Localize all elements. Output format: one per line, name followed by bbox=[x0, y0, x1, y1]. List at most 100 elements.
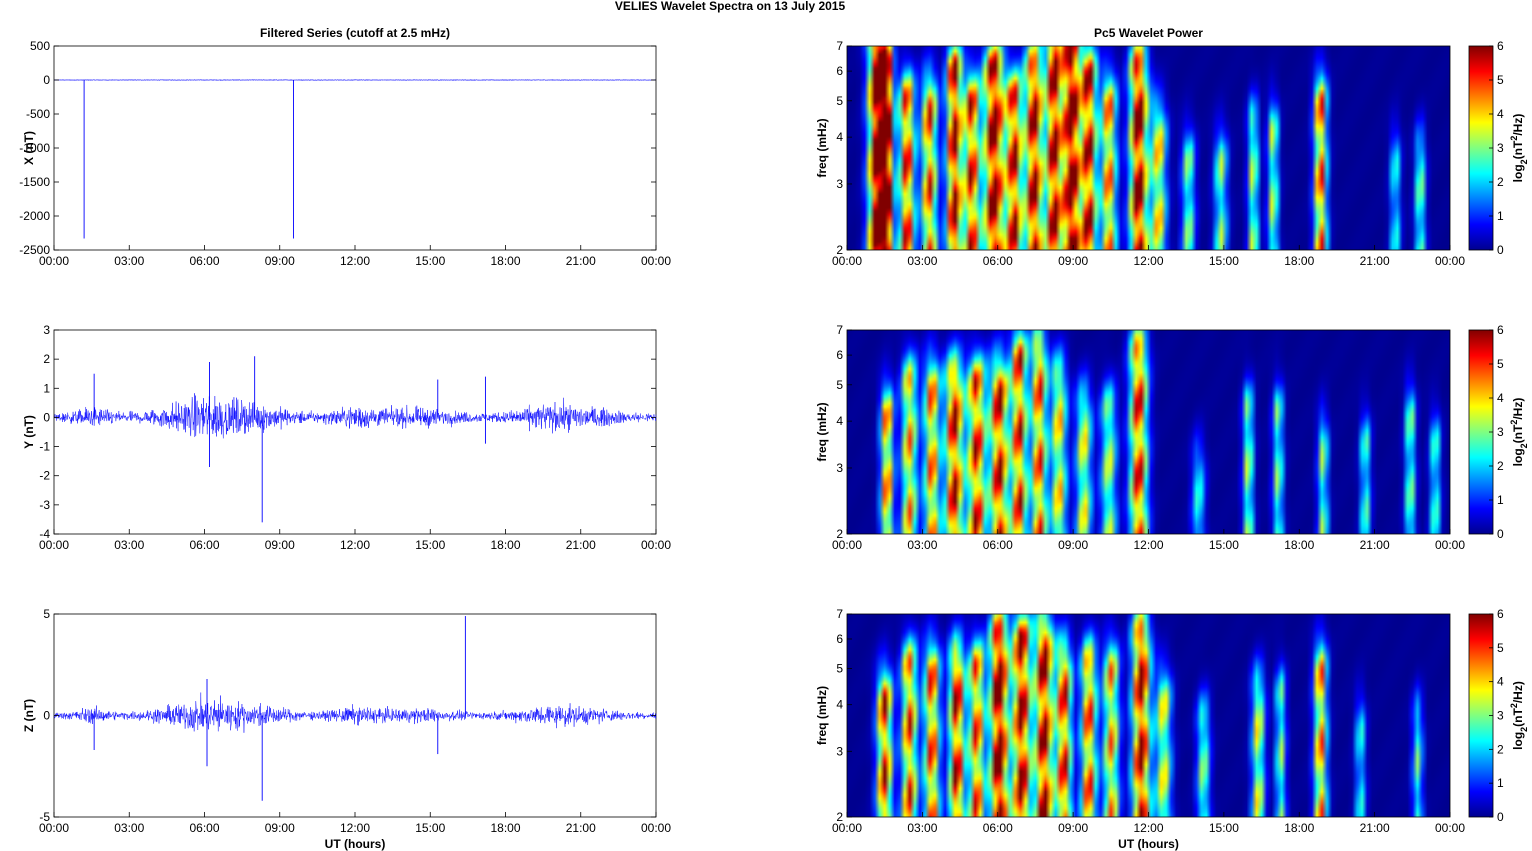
timeseries-xtick-label: 00:00 bbox=[641, 254, 671, 268]
timeseries-ytick-label: 500 bbox=[30, 39, 50, 53]
wavelet-ylabel: freq (mHz) bbox=[815, 686, 829, 745]
colorbar-tick-label: 6 bbox=[1497, 323, 1504, 337]
timeseries-trace bbox=[54, 393, 657, 439]
timeseries-xtick-label: 06:00 bbox=[189, 538, 219, 552]
colorbar-tick-label: 4 bbox=[1497, 391, 1504, 405]
wavelet-panel-1: 2 3 4 5 6 7 00:00 03:00 06:00 09:00 12:00 15:00 18:0… bbox=[815, 39, 1529, 268]
timeseries-xtick-label: 00:00 bbox=[39, 254, 69, 268]
colorbar-2: 0 1 2 3 4 5 6 log2(nT2/Hz) bbox=[1468, 323, 1529, 541]
wavelet-ytick-label: 7 bbox=[836, 607, 843, 621]
timeseries-xtick-label: 09:00 bbox=[265, 254, 295, 268]
wavelet-xtick-label: 00:00 bbox=[1435, 821, 1465, 835]
timeseries-ylabel: Z (nT) bbox=[22, 699, 36, 732]
timeseries-ytick-label: 0 bbox=[43, 73, 50, 87]
timeseries-xtick-label: 00:00 bbox=[641, 538, 671, 552]
timeseries-panel-3: 50-500:00 03:00 06:00 09:00 12:00 15:00 18:00 2… bbox=[22, 607, 671, 851]
wavelet-xtick-label: 18:00 bbox=[1284, 821, 1314, 835]
wavelet-power-title: Pc5 Wavelet Power bbox=[1094, 26, 1203, 40]
wavelet-xtick-label: 03:00 bbox=[907, 254, 937, 268]
figure-title: VELIES Wavelet Spectra on 13 July 2015 bbox=[614, 0, 846, 13]
wavelet-panel-2: 2 3 4 5 6 7 00:00 03:00 06:00 09:00 12:00 15:00 18:0… bbox=[815, 323, 1529, 552]
wavelet-xtick-label: 18:00 bbox=[1284, 254, 1314, 268]
colorbar-tick-label: 3 bbox=[1497, 425, 1504, 439]
wavelet-xtick-label: 15:00 bbox=[1209, 254, 1239, 268]
timeseries-ytick-label: 1 bbox=[43, 381, 50, 395]
colorbar-tick-label: 1 bbox=[1497, 776, 1504, 790]
timeseries-ytick-label: -500 bbox=[26, 107, 50, 121]
timeseries-axes-box bbox=[53, 45, 657, 251]
colorbar-tick-label: 6 bbox=[1497, 607, 1504, 621]
wavelet-xtick-label: 06:00 bbox=[983, 821, 1013, 835]
timeseries-ytick-label: 0 bbox=[43, 709, 50, 723]
timeseries-ytick-label: -2500 bbox=[19, 243, 50, 257]
wavelet-ytick-label: 5 bbox=[836, 94, 843, 108]
timeseries-ylabel: X (nT) bbox=[22, 131, 36, 165]
filtered-series-title: Filtered Series (cutoff at 2.5 mHz) bbox=[259, 26, 451, 40]
wavelet-ytick-label: 2 bbox=[836, 243, 843, 257]
timeseries-xtick-label: 09:00 bbox=[265, 821, 295, 835]
wavelet-ytick-label: 7 bbox=[836, 323, 843, 337]
wavelet-ytick-label: 6 bbox=[836, 64, 843, 78]
wavelet-xtick-label: 09:00 bbox=[1058, 538, 1088, 552]
timeseries-xlabel: UT (hours) bbox=[325, 837, 386, 851]
timeseries-xtick-label: 03:00 bbox=[114, 254, 144, 268]
colorbar-tick-label: 0 bbox=[1497, 527, 1504, 541]
timeseries-xtick-label: 15:00 bbox=[415, 538, 445, 552]
timeseries-xtick-label: 12:00 bbox=[340, 538, 370, 552]
wavelet-panel-3: 2 3 4 5 6 7 00:00 03:00 06:00 09:00 12:00 15:00 18:0… bbox=[815, 607, 1529, 851]
timeseries-xtick-label: 15:00 bbox=[415, 254, 445, 268]
wavelet-ytick-label: 4 bbox=[836, 130, 843, 144]
wavelet-ytick-label: 4 bbox=[836, 414, 843, 428]
timeseries-ytick-label: 5 bbox=[43, 607, 50, 621]
wavelet-xtick-label: 00:00 bbox=[832, 254, 862, 268]
timeseries-ytick-label: -3 bbox=[39, 498, 50, 512]
wavelet-ytick-label: 3 bbox=[836, 744, 843, 758]
wavelet-xtick-label: 15:00 bbox=[1209, 821, 1239, 835]
timeseries-xtick-label: 21:00 bbox=[566, 538, 596, 552]
colorbar-label: log2(nT2/Hz) bbox=[1509, 114, 1529, 183]
colorbar-tick-label: 2 bbox=[1497, 459, 1504, 473]
timeseries-xtick-label: 12:00 bbox=[340, 254, 370, 268]
timeseries-ytick-label: -1500 bbox=[19, 175, 50, 189]
wavelet-xtick-label: 12:00 bbox=[1133, 254, 1163, 268]
timeseries-ytick-label: -5 bbox=[39, 810, 50, 824]
wavelet-ytick-label: 7 bbox=[836, 39, 843, 53]
colorbar-tick-label: 1 bbox=[1497, 493, 1504, 507]
wavelet-power-image bbox=[847, 330, 1450, 534]
colorbar-tick-label: 6 bbox=[1497, 39, 1504, 53]
wavelet-xtick-label: 00:00 bbox=[1435, 254, 1465, 268]
wavelet-xtick-label: 06:00 bbox=[983, 254, 1013, 268]
wavelet-power-image bbox=[847, 46, 1450, 250]
timeseries-xtick-label: 00:00 bbox=[641, 821, 671, 835]
timeseries-xtick-label: 18:00 bbox=[490, 538, 520, 552]
timeseries-xtick-label: 03:00 bbox=[114, 538, 144, 552]
wavelet-xtick-label: 21:00 bbox=[1360, 821, 1390, 835]
timeseries-ylabel: Y (nT) bbox=[22, 415, 36, 449]
wavelet-xtick-label: 09:00 bbox=[1058, 821, 1088, 835]
colorbar-tick-label: 4 bbox=[1497, 675, 1504, 689]
colorbar-tick-label: 0 bbox=[1497, 810, 1504, 824]
timeseries-xtick-label: 21:00 bbox=[566, 821, 596, 835]
colorbar-tick-label: 3 bbox=[1497, 141, 1504, 155]
timeseries-xtick-label: 00:00 bbox=[39, 538, 69, 552]
wavelet-ytick-label: 3 bbox=[836, 461, 843, 475]
timeseries-xtick-label: 00:00 bbox=[39, 821, 69, 835]
wavelet-ylabel: freq (mHz) bbox=[815, 118, 829, 177]
timeseries-xtick-label: 18:00 bbox=[490, 821, 520, 835]
timeseries-xtick-label: 21:00 bbox=[566, 254, 596, 268]
timeseries-xtick-label: 06:00 bbox=[189, 254, 219, 268]
wavelet-ytick-label: 5 bbox=[836, 378, 843, 392]
wavelet-ylabel: freq (mHz) bbox=[815, 402, 829, 461]
colorbar-tick-label: 1 bbox=[1497, 209, 1504, 223]
colorbar-tick-label: 5 bbox=[1497, 357, 1504, 371]
wavelet-xtick-label: 03:00 bbox=[907, 538, 937, 552]
colorbar-tick-label: 4 bbox=[1497, 107, 1504, 121]
wavelet-ytick-label: 6 bbox=[836, 632, 843, 646]
colorbar-tick-label: 0 bbox=[1497, 243, 1504, 257]
timeseries-ytick-label: -4 bbox=[39, 527, 50, 541]
wavelet-xlabel: UT (hours) bbox=[1118, 837, 1179, 851]
colorbar-1: 0 1 2 3 4 5 6 log2(nT2/Hz) bbox=[1468, 39, 1529, 257]
wavelet-xtick-label: 00:00 bbox=[1435, 538, 1465, 552]
